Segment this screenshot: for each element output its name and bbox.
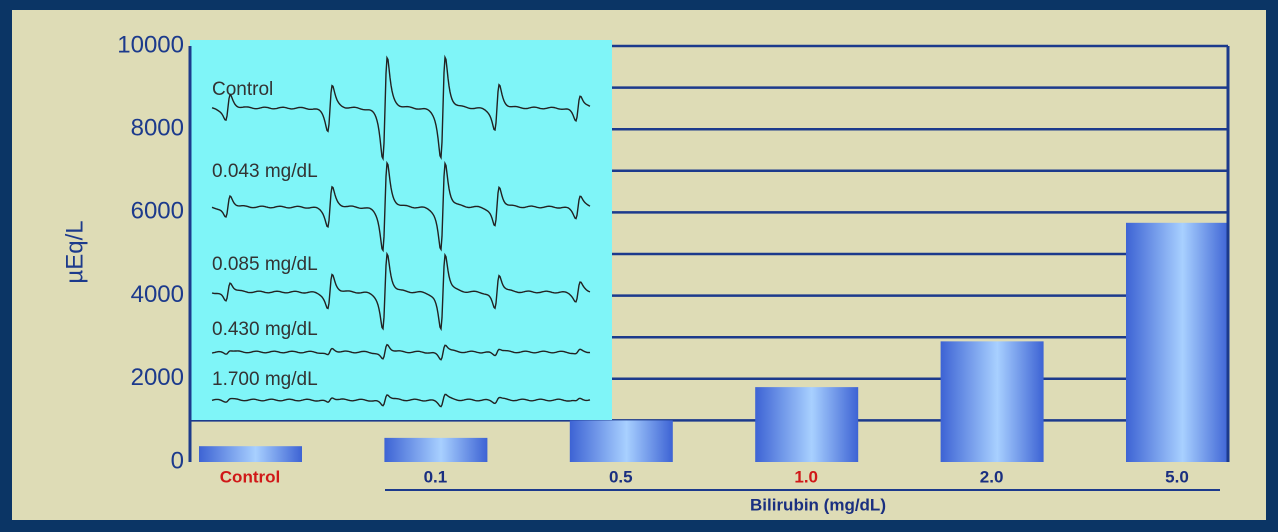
bar <box>570 420 673 462</box>
x-tick-label: 1.0 <box>794 467 818 486</box>
x-axis-label: Bilirubin (mg/dL) <box>750 495 886 514</box>
y-tick-label: 8000 <box>131 115 184 142</box>
chart: Control 0.043 mg/dL 0.085 mg/dL 0.430 mg/dL… <box>0 0 1278 532</box>
bar <box>199 446 302 462</box>
x-tick-label: 0.1 <box>424 467 448 486</box>
x-tick-label: 2.0 <box>980 467 1004 486</box>
y-tick-label: 6000 <box>131 198 184 225</box>
y-tick-label: 2000 <box>131 364 184 391</box>
bar <box>755 387 858 462</box>
y-tick-label: 10000 <box>117 31 184 58</box>
x-tick-label: 5.0 <box>1165 467 1189 486</box>
inset-label: Control <box>212 79 273 100</box>
y-tick-label: 4000 <box>131 281 184 308</box>
inset-label: 0.085 mg/dL <box>212 254 318 275</box>
y-tick-label: 0 <box>171 447 184 474</box>
x-tick-label: 0.5 <box>609 467 633 486</box>
bar <box>941 341 1044 462</box>
inset-label: 0.430 mg/dL <box>212 319 318 340</box>
inset-label: 1.700 mg/dL <box>212 369 318 390</box>
bar <box>1126 223 1229 462</box>
x-tick-label: Control <box>220 467 280 486</box>
y-axis-label: µEq/L <box>61 220 88 283</box>
bar <box>384 438 487 462</box>
inset-label: 0.043 mg/dL <box>212 161 318 182</box>
